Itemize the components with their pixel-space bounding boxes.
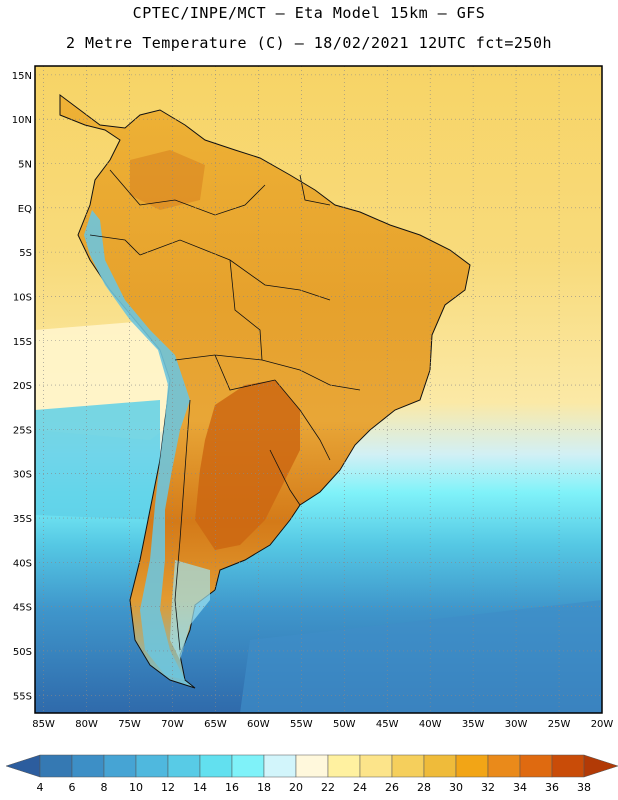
pacific-cold-band (35, 400, 160, 520)
colorbar-swatch (167, 754, 201, 778)
colorbar-swatch (327, 754, 361, 778)
colorbar-label: 22 (321, 781, 335, 794)
lat-label: 30S (13, 470, 32, 481)
lat-label: 15S (13, 337, 32, 348)
colorbar-swatch (519, 754, 553, 778)
lat-label: 10N (12, 115, 32, 126)
lat-label: 10S (13, 292, 32, 303)
colorbar-swatch (135, 754, 169, 778)
lon-label: 60W (247, 719, 270, 730)
lon-label: 70W (161, 719, 184, 730)
hot-core (195, 380, 300, 550)
colorbar-swatch (263, 754, 297, 778)
lon-label: 45W (376, 719, 399, 730)
colorbar-swatch (423, 754, 457, 778)
colorbar-label: 32 (481, 781, 495, 794)
lat-label: 50S (13, 647, 32, 658)
lon-label: 35W (462, 719, 485, 730)
colorbar-arrow-low (5, 754, 41, 778)
colorbar-label: 8 (101, 781, 108, 794)
lat-label: 20S (13, 381, 32, 392)
map-field (35, 66, 602, 713)
lon-label: 65W (204, 719, 227, 730)
colorbar-swatch (551, 754, 585, 778)
lon-label: 85W (32, 719, 55, 730)
colorbar-label: 12 (161, 781, 175, 794)
chart-title-line2: 2 Metre Temperature (C) – 18/02/2021 12U… (65, 34, 553, 52)
lat-label: 15N (12, 71, 32, 82)
lon-label: 20W (591, 719, 614, 730)
colorbar-arrow-high (583, 754, 618, 778)
colorbar-swatch (359, 754, 393, 778)
lon-label: 80W (75, 719, 98, 730)
colorbar-label: 36 (545, 781, 559, 794)
colorbar-swatch (391, 754, 425, 778)
colorbar-label: 34 (513, 781, 527, 794)
colorbar-label: 18 (257, 781, 271, 794)
colorbar-swatch (295, 754, 329, 778)
hot-north (130, 150, 205, 210)
colorbar-swatch (39, 754, 73, 778)
colorbar-swatch (231, 754, 265, 778)
colorbar-label: 20 (289, 781, 303, 794)
patagonia-cool (170, 560, 210, 660)
colorbar-label: 10 (129, 781, 143, 794)
colorbar-label: 38 (577, 781, 591, 794)
lat-label: 35S (13, 514, 32, 525)
colorbar-swatch (71, 754, 105, 778)
colorbar-swatch (199, 754, 233, 778)
country-borders (89, 169, 361, 651)
lat-label: 45S (13, 603, 32, 614)
colorbar-label: 14 (193, 781, 207, 794)
lat-label: 55S (13, 691, 32, 702)
lon-label: 50W (333, 719, 356, 730)
lon-label: 30W (505, 719, 528, 730)
graticule (35, 66, 603, 713)
colorbar-swatch (103, 754, 137, 778)
lat-label: 25S (13, 425, 32, 436)
longitude-labels: 85W 80W 75W 70W 65W 60W 55W 50W 45W 40W 35W 30W 25W 2… (32, 719, 613, 730)
atlantic-cold-band (240, 600, 602, 713)
colorbar-label: 26 (385, 781, 399, 794)
latitude-labels: 15N 10N 5N EQ 5S 10S 15S 20S 25S 30S 35S 40S 45S 50S 5… (12, 71, 32, 702)
chart-title-line1: CPTEC/INPE/MCT – Eta Model 15km – GFS (132, 4, 486, 22)
colorbar-label: 24 (353, 781, 367, 794)
map-frame (34, 65, 603, 714)
colorbar-swatch (455, 754, 489, 778)
colorbar-swatch (487, 754, 521, 778)
colorbar-label: 6 (69, 781, 76, 794)
colorbar-label: 30 (449, 781, 463, 794)
lon-label: 55W (290, 719, 313, 730)
colorbar-label: 4 (37, 781, 44, 794)
lat-label: 40S (13, 558, 32, 569)
lat-label: 5N (18, 159, 32, 170)
colorbar: 4 6 8 10 12 14 16 18 20 22 24 26 28 30 32 34 36 38 (5, 754, 618, 794)
lon-label: 75W (118, 719, 141, 730)
lon-label: 40W (419, 719, 442, 730)
lat-label: EQ (18, 204, 32, 215)
colorbar-label: 16 (225, 781, 239, 794)
lat-label: 5S (19, 248, 32, 259)
lon-label: 25W (548, 719, 571, 730)
colorbar-label: 28 (417, 781, 431, 794)
